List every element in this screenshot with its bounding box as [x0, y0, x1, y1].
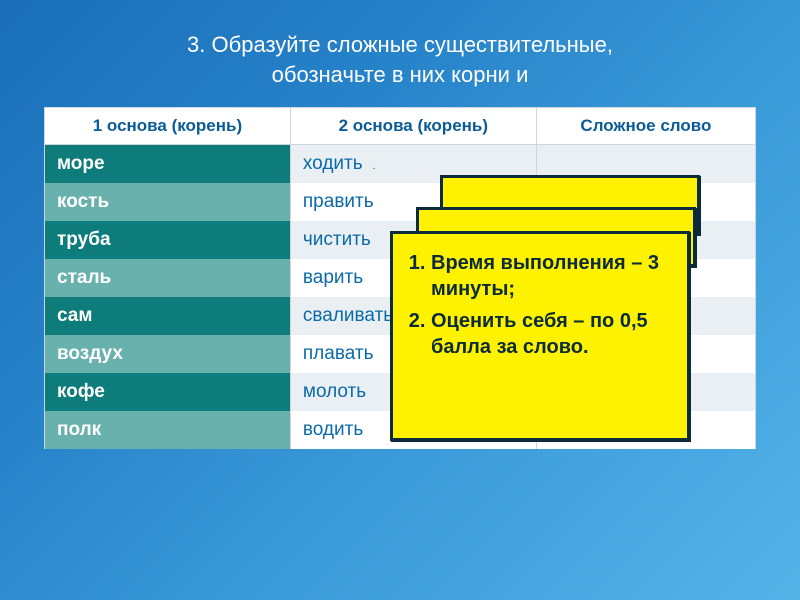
- instruction-item: Время выполнения – 3 минуты;: [431, 250, 673, 302]
- cell-root1: кость: [45, 183, 291, 221]
- col-header-1: 1 основа (корень): [45, 108, 291, 145]
- slide-title: 3. Образуйте сложные существительные, об…: [0, 0, 800, 107]
- instruction-item: Оценить себя – по 0,5 балла за слово.: [431, 308, 673, 360]
- table-header-row: 1 основа (корень) 2 основа (корень) Слож…: [45, 108, 756, 145]
- title-line-1: 3. Образуйте сложные существительные,: [187, 32, 613, 57]
- cell-root1: труба: [45, 221, 291, 259]
- instruction-list: Время выполнения – 3 минуты; Оценить себ…: [407, 250, 673, 360]
- col-header-2: 2 основа (корень): [290, 108, 536, 145]
- instruction-overlay: Время выполнения – 3 минуты; Оценить себ…: [390, 175, 710, 425]
- cell-root1: сталь: [45, 259, 291, 297]
- cell-root1: сам: [45, 297, 291, 335]
- title-line-2: обозначьте в них корни и: [272, 62, 529, 87]
- col-header-3: Сложное слово: [536, 108, 755, 145]
- cell-root1: море: [45, 145, 291, 184]
- cell-root1: полк: [45, 411, 291, 449]
- cell-root1: кофе: [45, 373, 291, 411]
- cell-root1: воздух: [45, 335, 291, 373]
- overlay-card-front: Время выполнения – 3 минуты; Оценить себ…: [390, 231, 690, 441]
